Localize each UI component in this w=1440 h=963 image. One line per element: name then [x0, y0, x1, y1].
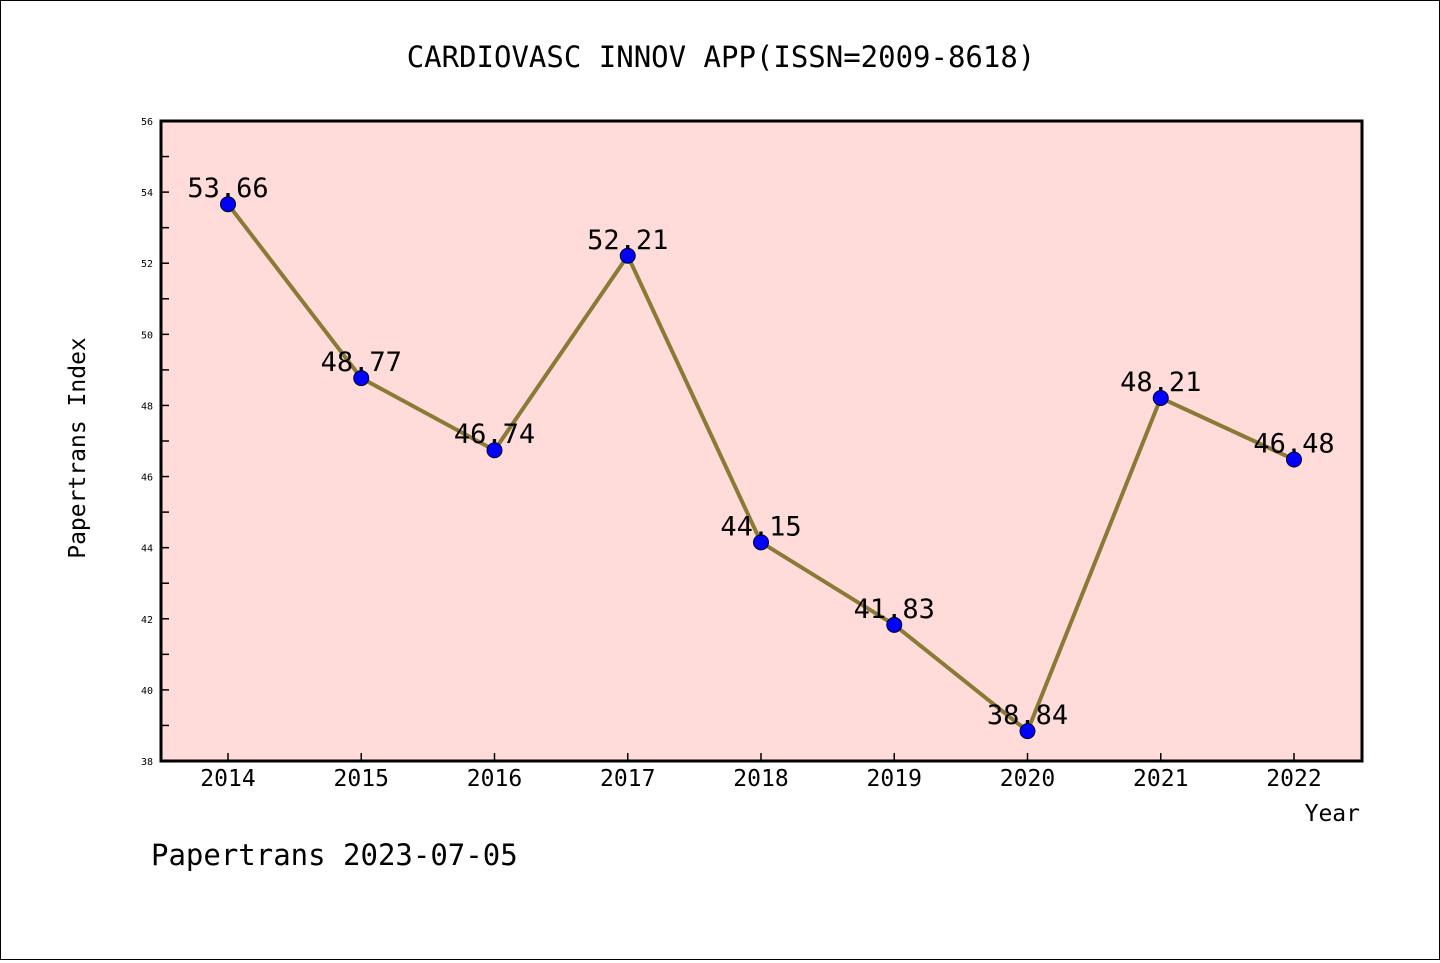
data-label: 46.48: [1253, 428, 1334, 459]
data-label: 46.74: [454, 419, 535, 450]
x-axis-ticks: 2014 2015 2016 2017 2018 2019 2020 2021 2022: [200, 753, 1322, 792]
data-point: [619, 247, 636, 264]
y-tick-label: 42: [141, 615, 153, 626]
data-point: [1152, 389, 1169, 406]
footer-note: Papertrans 2023-07-05: [151, 838, 518, 872]
data-label: 48.77: [321, 347, 402, 378]
data-label: 38.84: [987, 700, 1068, 731]
y-tick-label: 44: [141, 544, 153, 555]
x-tick-label: 2014: [200, 766, 255, 792]
x-axis-label: Year: [1305, 801, 1360, 827]
data-label: 52.21: [587, 225, 668, 256]
y-tick-label: 56: [141, 117, 153, 128]
y-tick-label: 52: [141, 259, 153, 270]
x-tick-label: 2020: [1000, 766, 1055, 792]
data-label: 44.15: [720, 511, 801, 542]
data-point: [353, 370, 370, 387]
data-point: [1286, 451, 1302, 468]
y-tick-label: 48: [141, 401, 153, 412]
data-point: [486, 442, 503, 459]
y-tick-label: 54: [141, 188, 153, 199]
data-label: 41.83: [854, 594, 935, 625]
y-tick-label: 46: [141, 473, 153, 484]
x-tick-label: 2021: [1133, 766, 1188, 792]
data-markers: [220, 196, 1302, 740]
x-tick-label: 2019: [867, 766, 922, 792]
y-tick-label: 50: [141, 330, 153, 341]
x-tick-label: 2016: [467, 766, 522, 792]
y-axis-ticks: 38 40 42 44 46 48 50 52 54 56: [141, 117, 169, 768]
y-tick-label: 40: [141, 686, 153, 697]
chart-title: CARDIOVASC INNOV APP(ISSN=2009-8618): [407, 40, 1036, 74]
data-label: 53.66: [187, 173, 268, 204]
data-point: [886, 616, 903, 633]
data-point: [220, 196, 236, 213]
x-tick-label: 2018: [733, 766, 788, 792]
plot-border: [159, 119, 1364, 763]
data-point: [1019, 723, 1036, 740]
x-tick-label: 2015: [334, 766, 389, 792]
x-tick-label: 2022: [1266, 766, 1321, 792]
y-tick-label: 38: [141, 757, 153, 768]
data-labels: 53.66 48.77 46.74 52.21 44.15 41.83 38.84 48.21…: [187, 173, 1334, 731]
data-point: [753, 534, 769, 551]
plot-area: [161, 121, 1362, 761]
data-label: 48.21: [1120, 367, 1201, 398]
y-axis-label: Papertrans Index: [65, 337, 91, 559]
x-tick-label: 2017: [600, 766, 655, 792]
